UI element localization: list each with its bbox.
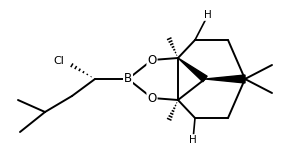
Text: O: O [148, 91, 157, 104]
Text: O: O [148, 54, 157, 67]
Polygon shape [178, 58, 207, 82]
Text: B: B [124, 73, 132, 85]
Text: H: H [189, 135, 197, 145]
Text: Cl: Cl [53, 56, 64, 66]
Text: H: H [204, 10, 212, 20]
Polygon shape [205, 75, 245, 83]
